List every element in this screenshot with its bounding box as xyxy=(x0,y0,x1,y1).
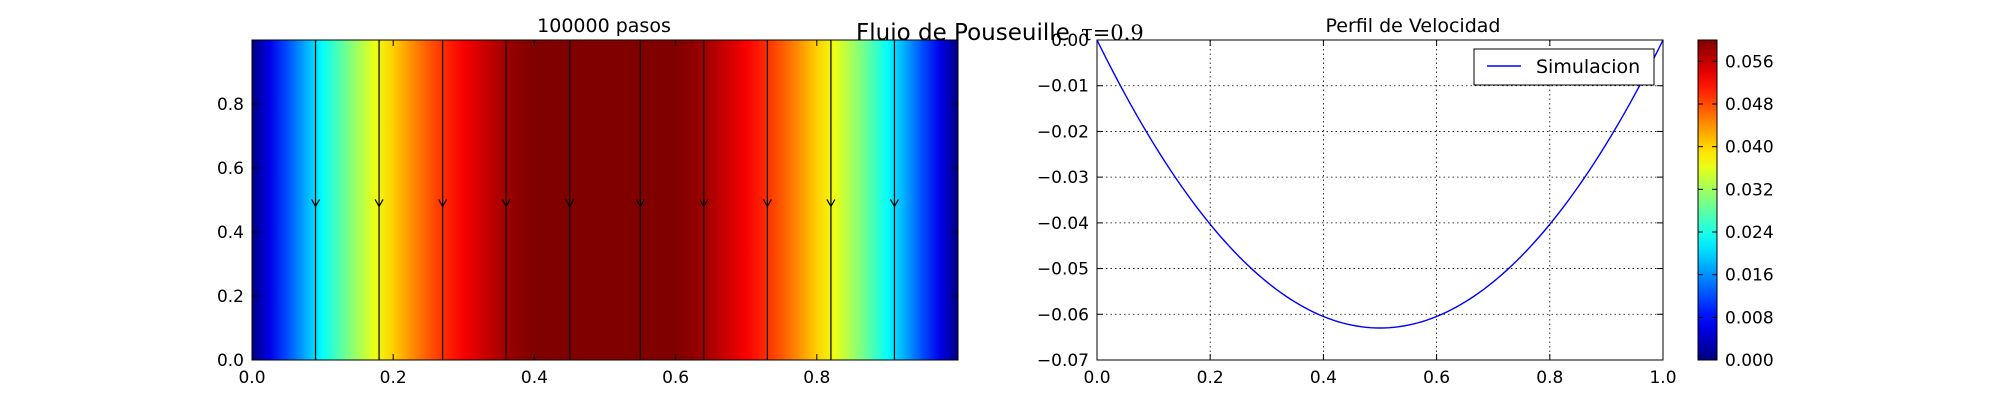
streamline-arrow-0 xyxy=(311,199,321,208)
heatmap-y-axis: 0.0 0.2 0.4 0.6 0.8 xyxy=(217,95,958,371)
colorbar-tick-label-4: 0.032 xyxy=(1725,180,1774,200)
heatmap-xtick-label-4: 0.8 xyxy=(803,368,830,388)
heatmap-panel: 100000 pasos 0.0 0.2 0.4 0.6 0.8 0.00.20.40.… xyxy=(217,15,959,388)
profile-title: Perfil de Velocidad xyxy=(1326,15,1501,37)
streamline-arrow-1 xyxy=(374,199,384,208)
streamlines xyxy=(311,40,899,360)
profile-xtick-label-2: 0.4 xyxy=(1310,368,1337,388)
profile-grid xyxy=(1096,39,1664,361)
heatmap-xtick-label-2: 0.4 xyxy=(521,368,548,388)
heatmap-xtick-label-1: 0.2 xyxy=(380,368,407,388)
streamline-arrow-4 xyxy=(565,199,575,208)
streamline-arrow-3 xyxy=(501,199,511,208)
heatmap-ytick-label-4: 0.8 xyxy=(217,95,244,115)
colorbar-tick-label-7: 0.056 xyxy=(1725,52,1774,72)
heatmap-frame xyxy=(251,39,959,361)
profile-y-axis: 0.00 −0.01 −0.02 −0.03 −0.04 −0.05 −0.06 −0.07 xyxy=(1037,31,1663,371)
profile-ytick-label-5: −0.05 xyxy=(1037,260,1089,280)
colorbar-tick-label-3: 0.024 xyxy=(1725,223,1774,243)
colorbar-ticks: 0.000 0.008 0.016 0.024 0.032 0.040 0.048 0.056 xyxy=(1698,52,1774,371)
colorbar-tick-label-1: 0.008 xyxy=(1725,308,1774,328)
suptitle-tau: τ=0.9 xyxy=(1081,21,1144,45)
streamline-arrow-9 xyxy=(889,199,899,208)
colorbar: 0.000 0.008 0.016 0.024 0.032 0.040 0.048 0.056 xyxy=(1697,39,1774,371)
heatmap-x-axis: 0.0 0.2 0.4 0.6 0.8 xyxy=(238,40,830,388)
heatmap-title: 100000 pasos xyxy=(537,15,671,37)
profile-xtick-label-4: 0.8 xyxy=(1536,368,1563,388)
legend: Simulacion xyxy=(1473,48,1655,86)
colorbar-tick-label-6: 0.048 xyxy=(1725,95,1774,115)
heatmap-ytick-label-3: 0.6 xyxy=(217,159,244,179)
streamline-arrow-6 xyxy=(699,199,709,208)
profile-frame xyxy=(1096,39,1664,361)
profile-xtick-label-1: 0.2 xyxy=(1197,368,1224,388)
profile-panel: Perfil de Velocidad 0.0 0.2 0.4 0.6 0.8 1.0 0… xyxy=(1037,15,1677,388)
profile-ytick-label-3: −0.03 xyxy=(1037,168,1089,188)
streamline-arrow-7 xyxy=(762,199,772,208)
heatmap-ytick-label-2: 0.4 xyxy=(217,223,244,243)
streamline-arrow-5 xyxy=(635,199,645,208)
series-simulacion-line xyxy=(1096,39,1664,329)
profile-x-axis: 0.0 0.2 0.4 0.6 0.8 1.0 xyxy=(1083,40,1677,388)
streamline-arrow-8 xyxy=(826,199,836,208)
heatmap-ytick-label-1: 0.2 xyxy=(217,287,244,307)
colorbar-tick-label-2: 0.016 xyxy=(1725,266,1774,286)
streamline-arrow-2 xyxy=(438,199,448,208)
profile-xtick-label-3: 0.6 xyxy=(1423,368,1450,388)
profile-ytick-label-4: −0.04 xyxy=(1037,214,1089,234)
heatmap-xtick-label-0: 0.0 xyxy=(238,368,265,388)
heatmap-ytick-label-0: 0.0 xyxy=(217,351,244,371)
profile-ytick-label-6: −0.06 xyxy=(1037,305,1089,325)
legend-label-simulacion: Simulacion xyxy=(1536,56,1640,78)
heatmap-xtick-label-3: 0.6 xyxy=(662,368,689,388)
velocity-field xyxy=(252,40,958,360)
profile-ytick-label-0: 0.00 xyxy=(1051,31,1089,51)
profile-ytick-label-7: −0.07 xyxy=(1037,351,1089,371)
colorbar-gradient xyxy=(1697,39,1718,361)
profile-ytick-label-2: −0.02 xyxy=(1037,122,1089,142)
colorbar-tick-label-5: 0.040 xyxy=(1725,138,1774,158)
profile-xtick-label-5: 1.0 xyxy=(1649,368,1676,388)
legend-box xyxy=(1473,48,1655,86)
colorbar-tick-label-0: 0.000 xyxy=(1725,351,1774,371)
profile-xtick-label-0: 0.0 xyxy=(1083,368,1110,388)
profile-ytick-label-1: −0.01 xyxy=(1037,77,1089,97)
